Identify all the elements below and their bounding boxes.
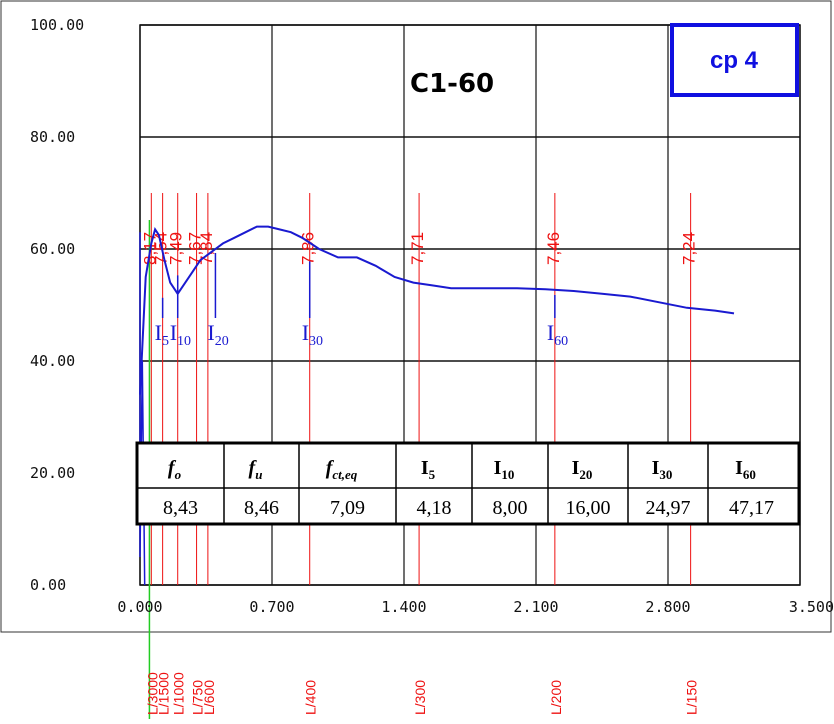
index-marker-sub: 5 (162, 334, 169, 349)
table-cell: 8,46 (244, 497, 279, 519)
deflection-label: L/1000 (171, 672, 187, 715)
table-header-main: I (494, 457, 502, 479)
x-tick-label: 0.700 (249, 598, 294, 616)
index-marker-main: I (302, 320, 309, 345)
table-header-sub: 20 (579, 467, 592, 482)
table-header-main: I (652, 457, 660, 479)
axis-layer: 0.00 20.00 40.00 60.00 80.00 100.00 0.000 0.700… (30, 16, 834, 616)
table-header-sub: 60 (743, 467, 756, 482)
index-marker-label: I5 (155, 320, 169, 349)
x-tick-label: 0.000 (117, 598, 162, 616)
index-marker-main: I (170, 320, 177, 345)
table-header: I10 (494, 457, 515, 482)
index-marker-sub: 10 (177, 334, 191, 349)
table-header: fo (168, 457, 182, 482)
table-header-main: I (421, 457, 429, 479)
title-layer: C1-60 cp 4 (410, 23, 799, 99)
index-marker-sub: 30 (309, 334, 323, 349)
red-marker-value: 7,84 (197, 232, 216, 265)
index-marker-main: I (155, 320, 162, 345)
index-marker-sub: 20 (215, 334, 229, 349)
deflection-label: L/300 (412, 680, 428, 715)
deflection-label: L/600 (201, 680, 217, 715)
table-header-sub: u (255, 467, 262, 482)
index-marker-label: I20 (207, 320, 228, 349)
table-header-main: f (249, 457, 258, 479)
deflection-label: L/200 (548, 680, 564, 715)
table-header-main: f (326, 457, 335, 479)
x-tick-label: 2.800 (645, 598, 690, 616)
table-header: I20 (572, 457, 593, 482)
table-header: I30 (652, 457, 673, 482)
table-header: I60 (735, 457, 756, 482)
table-cell: 4,18 (417, 497, 452, 519)
table-header: fu (249, 457, 263, 482)
table-cell: 8,43 (163, 497, 198, 519)
red-marker-value: 7,49 (167, 232, 186, 265)
table-header-sub: 5 (429, 467, 436, 482)
deflection-label: L/400 (303, 680, 319, 715)
deflection-label: L/1500 (156, 672, 172, 715)
badge-label: cp 4 (710, 47, 759, 74)
table-header-sub: 30 (659, 467, 672, 482)
table-header-sub: 10 (501, 467, 514, 482)
index-marker-main: I (207, 320, 214, 345)
y-tick-label: 40.00 (30, 352, 75, 370)
table-header: fct,eq (326, 457, 358, 482)
table-header-main: I (572, 457, 580, 479)
x-tick-label: 3.500 (789, 598, 834, 616)
table-cell: 7,09 (330, 497, 365, 519)
deflection-label: L/3000 (144, 672, 160, 715)
table-header-sub: ct,eq (332, 467, 357, 482)
index-marker-main: I (547, 320, 554, 345)
y-tick-label: 80.00 (30, 128, 75, 146)
red-marker-value: 7,24 (680, 232, 699, 265)
table-frame (135, 441, 801, 526)
y-tick-label: 0.00 (30, 576, 66, 594)
red-marker-value: 7,71 (408, 232, 427, 265)
table-cell: 24,97 (646, 497, 691, 519)
table-header-main: I (735, 457, 743, 479)
table-header-main: f (168, 457, 177, 479)
index-marker-label: I30 (302, 320, 323, 349)
index-marker-label: I60 (547, 320, 568, 349)
table-cell: 47,17 (729, 497, 774, 519)
index-marker-sub: 60 (554, 334, 568, 349)
red-marker-value: 7,46 (544, 232, 563, 265)
red-marker-value: 7,67 (186, 232, 205, 265)
y-tick-label: 100.00 (30, 16, 84, 34)
deflection-label: L/150 (684, 680, 700, 715)
table-header-sub: o (175, 467, 182, 482)
y-tick-label: 60.00 (30, 240, 75, 258)
index-markers: I5 I10 I20 I30 I60 (155, 253, 568, 349)
table-cell: 16,00 (566, 497, 611, 519)
badge-box (670, 23, 799, 97)
y-tick-label: 20.00 (30, 464, 75, 482)
table-header: I5 (421, 457, 436, 482)
x-tick-label: 2.100 (513, 598, 558, 616)
results-table: fo8,43fu8,46fct,eq7,09I54,18I108,00I2016… (135, 441, 801, 526)
deflection-label: L/750 (190, 680, 206, 715)
x-tick-label: 1.400 (381, 598, 426, 616)
series-line (139, 225, 735, 395)
red-marker-value: 7,86 (299, 232, 318, 265)
chart-title: C1-60 (410, 69, 494, 99)
table-cell: 8,00 (493, 497, 528, 519)
index-marker-label: I10 (170, 320, 191, 349)
